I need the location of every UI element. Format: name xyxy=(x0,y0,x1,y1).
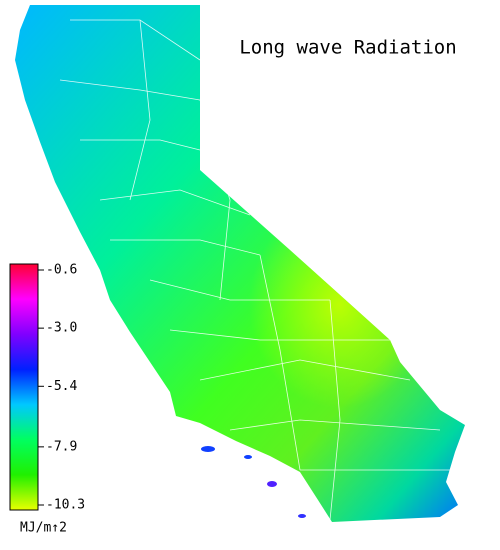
colorbar-tick-label: -5.4 xyxy=(46,379,77,394)
county-lines xyxy=(59,19,450,521)
islands xyxy=(201,446,306,518)
colorbar xyxy=(9,263,39,511)
california xyxy=(15,5,465,522)
island xyxy=(201,446,215,452)
colorbar-tick-label: -7.9 xyxy=(46,439,77,454)
colorbar-tick-label: -0.6 xyxy=(46,263,77,278)
island xyxy=(298,514,306,518)
colorbar-unit: MJ/m↑2 xyxy=(20,521,67,536)
desert-area xyxy=(15,5,465,522)
island xyxy=(267,481,277,487)
colorbar-tick-label: -3.0 xyxy=(46,321,77,336)
map-title: Long wave Radiation xyxy=(239,37,456,59)
colorbar-tick-label: -10.3 xyxy=(46,498,85,513)
island xyxy=(244,455,252,459)
